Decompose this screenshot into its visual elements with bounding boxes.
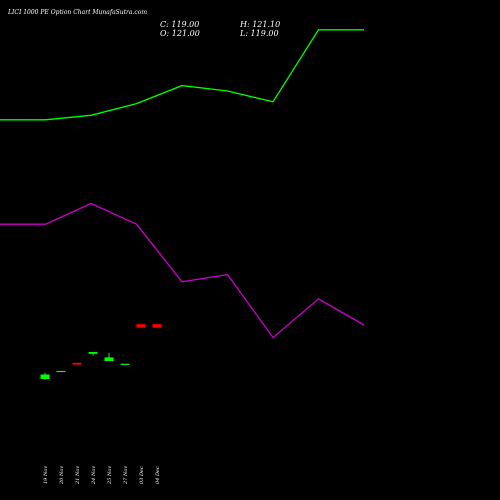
candle-24-nov: [88, 352, 98, 356]
candle-body: [120, 363, 130, 365]
x-tick-label: 03 Dec: [139, 466, 145, 484]
candle-body: [72, 362, 82, 365]
close-value: C: 119.00: [160, 20, 200, 29]
x-tick-label: 20 Nov: [59, 466, 65, 485]
x-tick-label: 25 Nov: [107, 466, 113, 485]
low-value: L: 119.00: [240, 29, 279, 38]
candle-04-dec: [152, 323, 162, 329]
candles: [40, 323, 162, 380]
candle-03-dec: [136, 323, 146, 329]
x-tick-label: 19 Nov: [43, 466, 49, 484]
candle-body: [88, 352, 98, 354]
open-value: O: 121.00: [160, 29, 200, 38]
overlay-line-magenta: [0, 202, 365, 339]
overlay-line-green: [0, 29, 364, 121]
candle-body: [56, 370, 66, 373]
x-tick-label: 27 Nov: [123, 466, 129, 485]
overlay-lines: [0, 29, 365, 339]
candle-27-nov: [120, 363, 130, 365]
chart-title: LICI 1000 PE Option Chart MunafaSutra.co…: [8, 9, 148, 16]
candle-19-nov: [40, 372, 50, 380]
high-value: H: 121.10: [240, 20, 281, 29]
candle-body: [136, 323, 146, 329]
x-tick-label: 24 Nov: [91, 466, 97, 485]
candle-21-nov: [72, 362, 82, 365]
candle-body: [40, 374, 50, 379]
candle-body: [152, 323, 162, 329]
x-tick-label: 04 Dec: [155, 466, 161, 484]
candle-body: [104, 357, 114, 361]
x-axis-ticks: 19 Nov 20 Nov 21 Nov 24 Nov 25 Nov 27 Nov 03 D…: [43, 466, 161, 485]
x-tick-label: 21 Nov: [75, 466, 81, 485]
candle-25-nov: [104, 352, 114, 361]
candle-20-nov: [56, 370, 66, 373]
